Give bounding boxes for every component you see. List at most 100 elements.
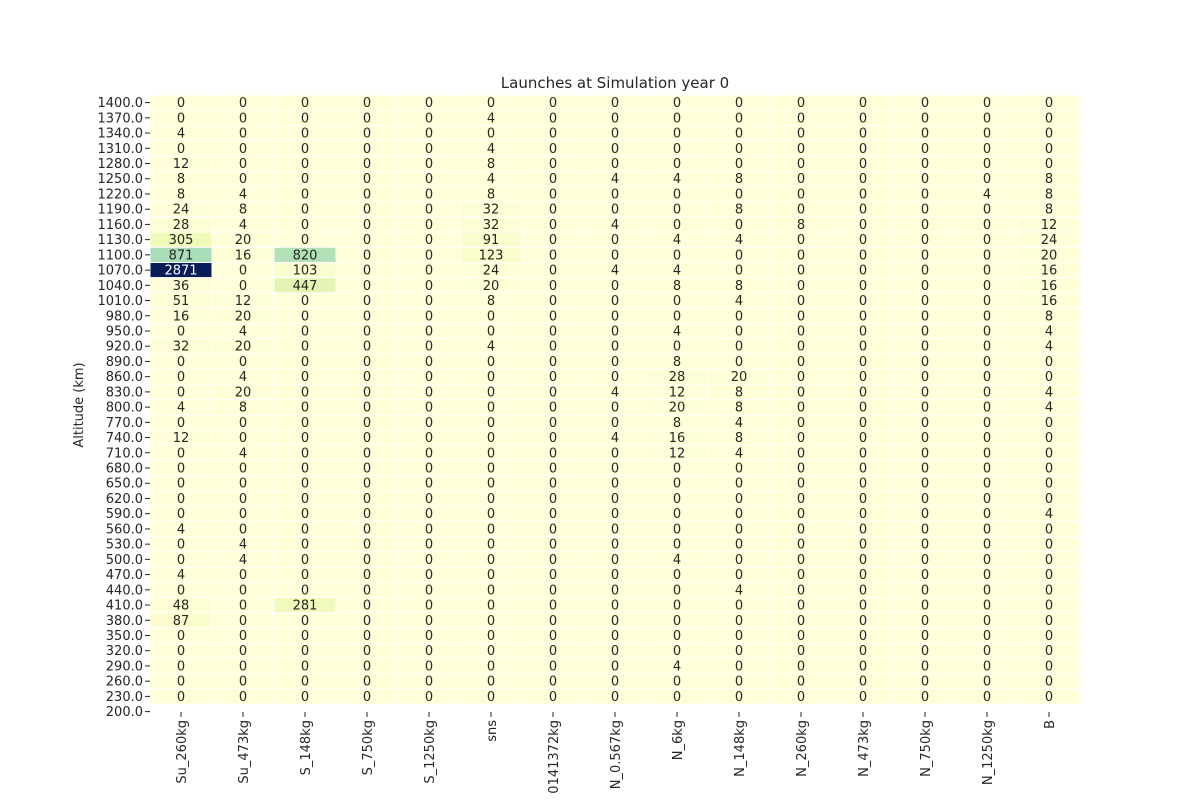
cell-value-label: 0 — [1045, 142, 1053, 157]
cell-value-label: 16 — [1041, 279, 1058, 294]
cell-value-label: 0 — [983, 309, 991, 324]
cell-value-label: 0 — [611, 644, 619, 659]
cell-value-label: 0 — [983, 203, 991, 218]
cell-value-label: 0 — [983, 264, 991, 279]
y-tick-label: 200.0 — [106, 705, 143, 720]
cell-value-label: 0 — [301, 385, 309, 400]
cell-value-label: 0 — [797, 446, 805, 461]
y-tick-label: 710.0 — [106, 446, 143, 461]
cell-value-label: 0 — [177, 507, 185, 522]
cell-value-label: 0 — [797, 248, 805, 263]
cell-value-label: 0 — [301, 370, 309, 385]
cell-value-label: 0 — [673, 218, 681, 233]
cell-value-label: 0 — [363, 203, 371, 218]
cell-value-label: 0 — [239, 675, 247, 690]
cell-value-label: 0 — [301, 431, 309, 446]
cell-value-label: 4 — [239, 187, 247, 202]
cell-value-label: 0 — [301, 127, 309, 142]
cell-value-label: 0 — [1045, 568, 1053, 583]
cell-value-label: 0 — [549, 690, 557, 705]
cell-value-label: 0 — [363, 157, 371, 172]
cell-value-label: 0 — [859, 172, 867, 187]
cell-value-label: 0 — [177, 96, 185, 111]
cell-value-label: 0 — [921, 675, 929, 690]
cell-value-label: 0 — [735, 538, 743, 553]
y-tick-label: 1130.0 — [98, 233, 144, 248]
cell-value-label: 0 — [239, 629, 247, 644]
cell-value-label: 0 — [177, 111, 185, 126]
cell-value-label: 0 — [735, 675, 743, 690]
cell-value-label: 0 — [735, 477, 743, 492]
cell-value-label: 8 — [735, 279, 743, 294]
cell-value-label: 0 — [363, 614, 371, 629]
cell-value-label: 4 — [239, 370, 247, 385]
cell-value-label: 48 — [173, 599, 190, 614]
y-tick-label: 230.0 — [106, 690, 143, 705]
cell-value-label: 0 — [487, 309, 495, 324]
cell-value-label: 0 — [363, 690, 371, 705]
cell-value-label: 0 — [611, 538, 619, 553]
cell-value-label: 0 — [301, 416, 309, 431]
cell-value-label: 0 — [363, 309, 371, 324]
cell-value-label: 4 — [239, 324, 247, 339]
cell-value-label: 0 — [487, 538, 495, 553]
cell-value-label: 0 — [859, 142, 867, 157]
cell-value-label: 0 — [549, 431, 557, 446]
cell-value-label: 0 — [673, 462, 681, 477]
cell-value-label: 0 — [301, 96, 309, 111]
cell-value-label: 0 — [921, 248, 929, 263]
cell-value-label: 0 — [859, 522, 867, 537]
cell-value-label: 0 — [859, 385, 867, 400]
y-tick-label: 830.0 — [106, 385, 143, 400]
cell-value-label: 0 — [1045, 431, 1053, 446]
cell-value-label: 0 — [425, 385, 433, 400]
cell-value-label: 0 — [611, 248, 619, 263]
cell-value-label: 0 — [549, 462, 557, 477]
cell-value-label: 0 — [673, 583, 681, 598]
cell-value-label: 0 — [549, 599, 557, 614]
cell-value-label: 4 — [487, 142, 495, 157]
cell-value-label: 12 — [173, 157, 190, 172]
cell-value-label: 0 — [425, 675, 433, 690]
cell-value-label: 0 — [797, 172, 805, 187]
cell-value-label: 0 — [549, 264, 557, 279]
x-tick-label: N_260kg — [795, 720, 810, 777]
cell-value-label: 0 — [611, 690, 619, 705]
cell-value-label: 0 — [239, 157, 247, 172]
cell-value-label: 0 — [549, 355, 557, 370]
y-tick-label: 770.0 — [106, 416, 143, 431]
cell-value-label: 0 — [177, 492, 185, 507]
cell-value-label: 0 — [549, 477, 557, 492]
cell-value-label: 0 — [611, 142, 619, 157]
cell-value-label: 0 — [673, 96, 681, 111]
cell-value-label: 20 — [731, 370, 748, 385]
cell-value-label: 0 — [611, 203, 619, 218]
cell-value-label: 0 — [859, 248, 867, 263]
cell-value-label: 0 — [425, 538, 433, 553]
cell-value-label: 0 — [921, 568, 929, 583]
cell-value-label: 0 — [301, 111, 309, 126]
cell-value-label: 0 — [239, 614, 247, 629]
y-tick-label: 620.0 — [106, 492, 143, 507]
y-tick-label: 1340.0 — [98, 127, 144, 142]
cell-value-label: 0 — [487, 507, 495, 522]
cell-value-label: 0 — [363, 629, 371, 644]
cell-value-label: 0 — [983, 233, 991, 248]
cell-value-label: 0 — [239, 568, 247, 583]
cell-value-label: 0 — [983, 248, 991, 263]
cell-value-label: 0 — [425, 431, 433, 446]
x-tick-label: N_6kg — [671, 720, 686, 760]
cell-value-label: 0 — [549, 233, 557, 248]
cell-value-label: 0 — [921, 157, 929, 172]
cell-value-label: 0 — [425, 309, 433, 324]
cell-value-label: 0 — [549, 659, 557, 674]
x-tick-label: sns — [485, 720, 500, 742]
cell-value-label: 20 — [483, 279, 500, 294]
cell-value-label: 103 — [293, 264, 318, 279]
cell-value-label: 0 — [673, 507, 681, 522]
cell-value-label: 0 — [549, 294, 557, 309]
cell-value-label: 0 — [1045, 157, 1053, 172]
cell-value-label: 0 — [921, 127, 929, 142]
x-tick-label: S_148kg — [299, 720, 314, 775]
